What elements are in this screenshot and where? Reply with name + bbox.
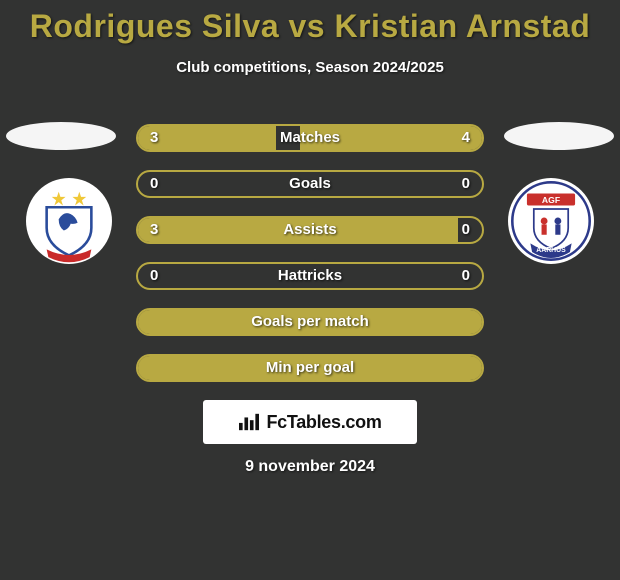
stat-row-goals: 0 Goals 0 — [136, 170, 484, 198]
stat-label: Hattricks — [138, 264, 482, 288]
svg-text:AGF: AGF — [542, 195, 560, 205]
stat-label: Goals per match — [138, 310, 482, 334]
subtitle: Club competitions, Season 2024/2025 — [0, 59, 620, 76]
player-right-placeholder — [504, 122, 614, 150]
stat-label: Min per goal — [138, 356, 482, 380]
stat-row-min-per-goal: Min per goal — [136, 354, 484, 382]
svg-text:AARHUS: AARHUS — [536, 247, 566, 254]
attribution-badge: FcTables.com — [203, 400, 417, 444]
stat-row-assists: 3 Assists 0 — [136, 216, 484, 244]
stat-row-hattricks: 0 Hattricks 0 — [136, 262, 484, 290]
club-logo-left — [26, 178, 112, 264]
value-right: 4 — [462, 126, 470, 150]
date-footer: 9 november 2024 — [0, 458, 620, 476]
page-title: Rodrigues Silva vs Kristian Arnstad — [0, 0, 620, 45]
value-right: 0 — [462, 264, 470, 288]
stat-row-matches: 3 Matches 4 — [136, 124, 484, 152]
stat-label: Goals — [138, 172, 482, 196]
stat-label: Assists — [138, 218, 482, 242]
player-left-placeholder — [6, 122, 116, 150]
stat-rows: 3 Matches 4 0 Goals 0 3 Assists 0 0 Hatt… — [136, 124, 484, 400]
attribution-text: FcTables.com — [266, 412, 381, 433]
value-right: 0 — [462, 218, 470, 242]
club-logo-right: AGF AARHUS — [508, 178, 594, 264]
value-right: 0 — [462, 172, 470, 196]
stat-label: Matches — [138, 126, 482, 150]
stat-row-goals-per-match: Goals per match — [136, 308, 484, 336]
bar-chart-icon — [238, 412, 260, 432]
agf-badge-icon: AGF AARHUS — [508, 178, 594, 264]
fck-badge-icon — [26, 178, 112, 264]
